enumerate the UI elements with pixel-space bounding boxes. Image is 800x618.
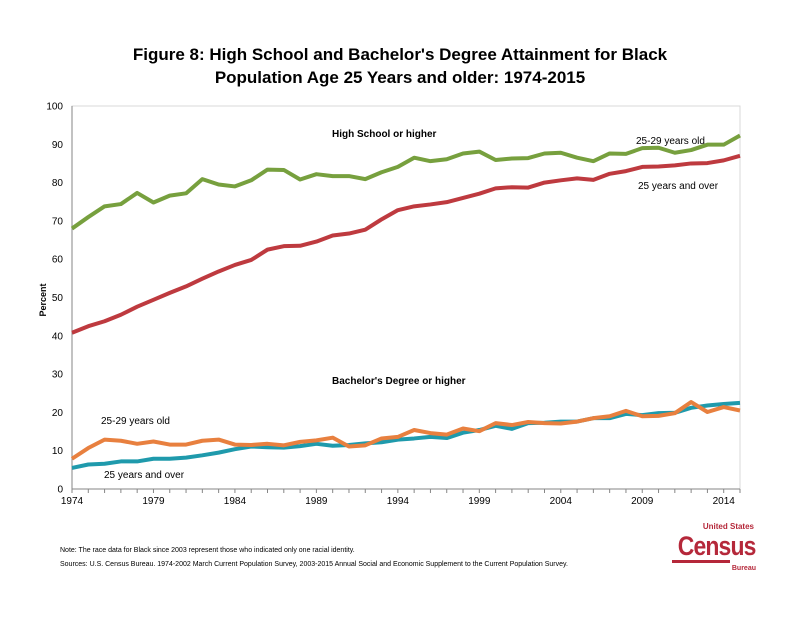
- series-line-1: [71, 153, 741, 335]
- y-tick-label: 80: [52, 178, 64, 189]
- logo-bottom-text: Bureau: [731, 565, 756, 572]
- annotation-ba-2529: 25-29 years old: [101, 416, 170, 427]
- annotation-hs-25over: 25 years and over: [638, 181, 719, 192]
- series-line-2: [71, 400, 741, 470]
- y-tick-label: 100: [46, 102, 63, 113]
- census-bureau-logo: United States Census Bureau: [660, 522, 760, 576]
- chart-title-line-1: Figure 8: High School and Bachelor's Deg…: [132, 45, 668, 64]
- x-tick-label: 1979: [142, 496, 165, 507]
- x-tick-label: 1994: [387, 496, 410, 507]
- annotation-ba-group: Bachelor's Degree or higher: [332, 376, 466, 387]
- logo-bar: [672, 560, 730, 563]
- x-tick-label: 2014: [713, 496, 736, 507]
- y-tick-label: 50: [52, 293, 64, 304]
- annotation-hs-2529: 25-29 years old: [636, 136, 705, 147]
- y-tick-label: 60: [52, 255, 64, 266]
- chart-title-line-2: Population Age 25 Years and older: 1974-…: [214, 68, 586, 87]
- y-tick-label: 0: [57, 485, 63, 496]
- sources: Sources: U.S. Census Bureau. 1974-2002 M…: [60, 561, 568, 568]
- y-tick-label: 20: [52, 408, 64, 419]
- x-tick-label: 2009: [631, 496, 654, 507]
- logo-top-text: United States: [702, 522, 754, 531]
- x-tick-label: 1984: [224, 496, 247, 507]
- series-line-3: [70, 400, 741, 461]
- y-tick-label: 10: [52, 446, 64, 457]
- y-tick-label: 40: [52, 331, 64, 342]
- series-line-0: [70, 133, 741, 231]
- annotation-ba-25over: 25 years and over: [104, 470, 185, 481]
- x-tick-label: 1999: [468, 496, 491, 507]
- x-tick-label: 2004: [550, 496, 573, 507]
- y-tick-label: 90: [52, 140, 64, 151]
- x-tick-label: 1974: [61, 496, 84, 507]
- annotation-hs-group: High School or higher: [332, 129, 437, 140]
- y-axis-label: Percent: [38, 283, 48, 316]
- footnote: Note: The race data for Black since 2003…: [60, 547, 355, 554]
- x-tick-label: 1989: [305, 496, 328, 507]
- y-tick-label: 70: [52, 216, 64, 227]
- logo-main-text: Census: [678, 531, 757, 561]
- y-tick-label: 30: [52, 370, 64, 381]
